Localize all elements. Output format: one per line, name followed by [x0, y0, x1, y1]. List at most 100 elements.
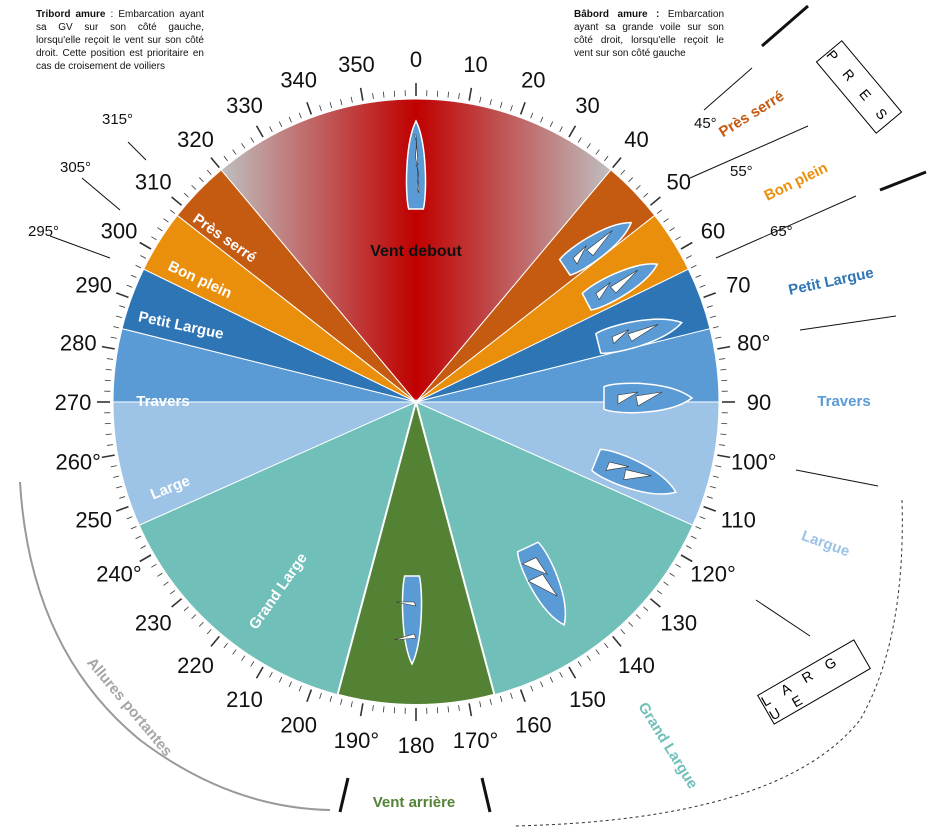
vent-debout-sector — [220, 98, 612, 403]
tick — [223, 642, 228, 649]
tick — [206, 629, 212, 635]
tick — [106, 358, 114, 360]
compass-number: 180 — [398, 733, 435, 758]
tick — [298, 685, 302, 692]
tick — [278, 676, 283, 683]
tick — [635, 184, 641, 190]
tick — [126, 516, 133, 520]
compass-number: 140 — [618, 653, 655, 678]
boat-hull — [401, 575, 423, 666]
tick — [703, 505, 717, 512]
tick — [115, 505, 129, 512]
tick — [612, 157, 622, 169]
tick — [191, 184, 197, 190]
tick — [210, 157, 220, 169]
sector-right-5 — [415, 401, 694, 696]
tick — [171, 598, 183, 608]
allures-portantes-label: Allures portantes — [83, 654, 175, 759]
tick — [710, 315, 717, 319]
tick — [718, 358, 726, 360]
compass-number: 160 — [515, 712, 552, 737]
compass-number: 240° — [96, 562, 142, 587]
tick — [510, 692, 513, 699]
babord-note: Bâbord amure : Embarcation ayant sa gran… — [574, 8, 724, 60]
compass-number: 210 — [226, 687, 263, 712]
tick — [130, 274, 137, 278]
tick — [198, 621, 204, 627]
tick — [530, 112, 534, 119]
boat-sail — [595, 282, 611, 301]
tick — [135, 535, 142, 540]
callout-angle: 305° — [60, 159, 91, 176]
tick — [447, 91, 450, 98]
tick — [130, 526, 137, 530]
tick — [559, 671, 563, 678]
tick — [595, 649, 600, 655]
compass-number: 30 — [575, 93, 599, 118]
tick — [718, 444, 726, 446]
tick — [110, 336, 117, 339]
vent-arriere-sector — [336, 398, 496, 706]
tick — [382, 706, 385, 713]
tick — [620, 629, 626, 635]
compass-number: 200 — [280, 712, 317, 737]
callout-angle: 65° — [770, 223, 793, 240]
callout-angle: 315° — [102, 111, 133, 128]
tick — [519, 101, 526, 115]
babord-text: Embarcation ayant sa grande voile sur so… — [574, 9, 724, 59]
tick — [499, 696, 503, 703]
tick — [319, 692, 322, 699]
vent-arriere-label: Vent arrière — [373, 794, 456, 811]
tick — [135, 264, 142, 269]
sector-left-4 — [112, 401, 417, 526]
boat-sail — [572, 245, 587, 265]
compass-number: 320 — [177, 127, 214, 152]
tick — [695, 526, 702, 530]
tick — [604, 155, 609, 162]
compass-ticks — [97, 83, 735, 721]
compass-number: 340 — [280, 68, 317, 93]
compass-number: 20 — [521, 68, 545, 93]
vent-debout-label: Vent debout — [370, 243, 462, 260]
tick — [685, 545, 692, 549]
right-label-largue: Largue — [799, 527, 852, 560]
tick — [499, 101, 503, 108]
tick — [663, 581, 669, 586]
boat — [393, 575, 423, 666]
tick — [577, 661, 582, 667]
callout-line — [795, 469, 879, 487]
tick — [663, 218, 669, 223]
compass-number: 300 — [101, 219, 138, 244]
tick — [519, 689, 526, 703]
tick — [151, 563, 157, 568]
tick — [649, 598, 661, 608]
tick — [595, 149, 600, 155]
compass-number: 50 — [667, 170, 691, 195]
callout-line — [127, 141, 147, 161]
tick — [568, 125, 577, 138]
tick — [643, 606, 649, 612]
tick — [669, 227, 675, 232]
compass-number: 60 — [701, 219, 725, 244]
tick — [680, 241, 693, 250]
tick — [269, 671, 273, 678]
tick — [635, 614, 641, 620]
tick — [656, 209, 663, 214]
compass-number: 100° — [731, 450, 777, 475]
tick — [223, 155, 228, 162]
tick — [656, 590, 663, 595]
right-label-travers: Travers — [817, 393, 870, 410]
tick — [157, 227, 163, 232]
compass-number: 220 — [177, 653, 214, 678]
callout-line — [799, 315, 897, 331]
tick — [720, 368, 727, 371]
tick — [140, 255, 147, 259]
tick — [278, 121, 283, 128]
tick — [340, 698, 343, 705]
tick — [250, 137, 255, 143]
tick — [359, 87, 364, 101]
tick — [250, 661, 255, 667]
tick — [699, 284, 706, 288]
tick — [489, 698, 492, 705]
boat-sail — [635, 391, 663, 407]
